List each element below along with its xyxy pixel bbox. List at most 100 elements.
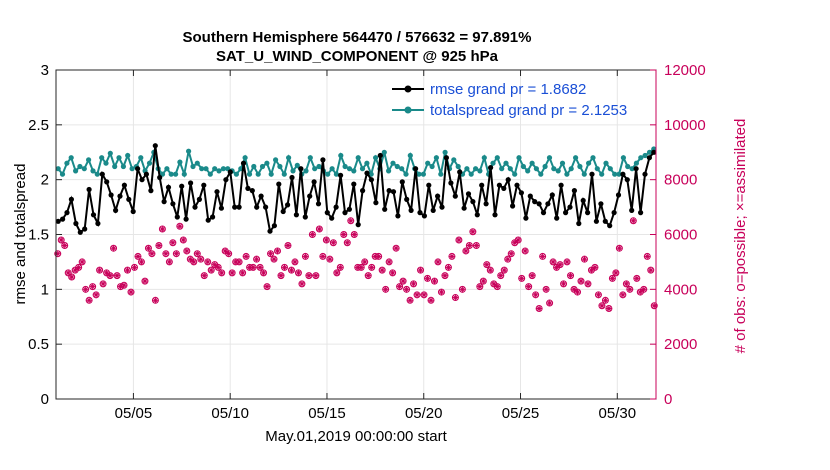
rmse-point bbox=[382, 206, 388, 212]
rmse-point bbox=[536, 201, 542, 207]
legend: rmse grand pr = 1.8682 totalspread grand… bbox=[392, 81, 627, 119]
rmse-point bbox=[377, 152, 383, 159]
totalspread-point bbox=[503, 160, 509, 166]
rmse-point bbox=[143, 171, 149, 177]
obs-assimilated-marker bbox=[626, 286, 633, 293]
y-tick-label-right: 6000 bbox=[664, 227, 697, 244]
rmse-point bbox=[170, 201, 176, 207]
rmse-point bbox=[532, 199, 538, 205]
obs-assimilated-marker bbox=[623, 280, 630, 287]
obs-assimilated-marker bbox=[386, 258, 393, 265]
obs-assimilated-marker bbox=[333, 269, 340, 276]
obs-assimilated-marker bbox=[640, 286, 647, 293]
x-tick-label: 05/30 bbox=[599, 405, 637, 422]
obs-assimilated-marker bbox=[162, 250, 169, 257]
rmse-point bbox=[646, 155, 653, 161]
totalspread-point bbox=[533, 166, 540, 172]
obs-assimilated-marker bbox=[598, 302, 605, 309]
rmse-point bbox=[461, 205, 467, 211]
totalspread-point bbox=[103, 160, 109, 166]
rmse-point bbox=[615, 192, 622, 198]
rmse-point bbox=[276, 181, 282, 187]
obs-assimilated-marker bbox=[236, 258, 243, 265]
rmse-point bbox=[607, 223, 613, 229]
obs-assimilated-marker bbox=[647, 267, 654, 274]
rmse-point bbox=[307, 193, 313, 199]
totalspread-point bbox=[233, 171, 239, 177]
rmse-point bbox=[254, 204, 260, 210]
obs-assimilated-marker bbox=[578, 278, 584, 285]
totalspread-point bbox=[407, 152, 413, 159]
rmse-point bbox=[165, 184, 172, 190]
totalspread-point bbox=[451, 157, 457, 163]
obs-assimilated-marker bbox=[605, 305, 612, 312]
obs-assimilated-marker bbox=[250, 264, 257, 271]
obs-assimilated-marker bbox=[480, 278, 487, 285]
obs-assimilated-marker bbox=[365, 272, 372, 279]
legend-rmse-label: rmse grand pr = 1.8682 bbox=[430, 81, 586, 98]
rmse-point bbox=[368, 177, 374, 183]
rmse-point bbox=[426, 182, 432, 188]
rmse-point bbox=[457, 169, 463, 175]
rmse-point bbox=[223, 177, 229, 183]
totalspread-point bbox=[94, 171, 100, 177]
rmse-point bbox=[355, 222, 361, 228]
obs-assimilated-marker bbox=[518, 275, 525, 282]
rmse-point bbox=[148, 188, 154, 194]
totalspread-point bbox=[581, 171, 587, 177]
totalspread-point bbox=[107, 150, 113, 156]
rmse-point bbox=[342, 210, 348, 216]
rmse-point bbox=[285, 202, 291, 208]
rmse-point bbox=[421, 213, 427, 219]
rmse-point bbox=[188, 180, 194, 186]
rmse-point bbox=[95, 220, 101, 227]
totalspread-point bbox=[381, 149, 387, 155]
rmse-point bbox=[620, 171, 626, 177]
rmse-point bbox=[293, 212, 299, 218]
obs-assimilated-marker bbox=[190, 258, 197, 265]
totalspread-point bbox=[146, 160, 153, 166]
obs-assimilated-marker bbox=[257, 264, 264, 271]
rmse-point bbox=[174, 214, 180, 220]
obs-assimilated-marker bbox=[65, 269, 72, 276]
obs-assimilated-marker bbox=[543, 286, 550, 293]
rmse-point bbox=[509, 203, 516, 209]
totalspread-point bbox=[625, 163, 631, 170]
y-axis-label-right: # of obs: o=possible; ×=assimilated bbox=[732, 119, 749, 354]
totalspread-point bbox=[55, 166, 61, 172]
obs-assimilated-marker bbox=[264, 283, 271, 290]
totalspread-point bbox=[512, 171, 518, 177]
rmse-point bbox=[117, 193, 123, 199]
rmse-point bbox=[470, 199, 476, 205]
rmse-point bbox=[245, 185, 251, 191]
totalspread-point bbox=[325, 171, 331, 177]
rmse-point bbox=[121, 182, 127, 188]
obs-assimilated-marker bbox=[553, 264, 560, 271]
obs-assimilated-marker bbox=[393, 245, 400, 252]
rmse-point bbox=[113, 207, 119, 213]
totalspread-point bbox=[416, 171, 422, 177]
obs-assimilated-marker bbox=[351, 231, 358, 238]
obs-assimilated-marker bbox=[428, 297, 434, 304]
obs-assimilated-marker bbox=[152, 297, 159, 304]
obs-assimilated-marker bbox=[96, 267, 103, 274]
rmse-point bbox=[638, 210, 644, 216]
obs-assimilated-marker bbox=[368, 264, 375, 271]
totalspread-point bbox=[64, 160, 70, 166]
totalspread-point bbox=[507, 166, 513, 172]
rmse-point bbox=[602, 218, 608, 224]
obs-assimilated-marker bbox=[159, 226, 166, 233]
rmse-point bbox=[443, 155, 449, 161]
y-tick-label-left: 3 bbox=[41, 62, 49, 79]
obs-assimilated-marker bbox=[340, 231, 347, 238]
obs-assimilated-marker bbox=[633, 275, 640, 282]
obs-assimilated-marker bbox=[148, 250, 155, 257]
totalspread-point bbox=[181, 171, 187, 177]
rmse-point bbox=[452, 193, 458, 199]
rmse-point bbox=[567, 204, 573, 210]
obs-assimilated-marker bbox=[316, 226, 323, 233]
rmse-point bbox=[386, 188, 392, 194]
totalspread-point bbox=[138, 155, 144, 161]
obs-assimilated-marker bbox=[58, 236, 65, 243]
obs-assimilated-marker bbox=[445, 264, 452, 271]
